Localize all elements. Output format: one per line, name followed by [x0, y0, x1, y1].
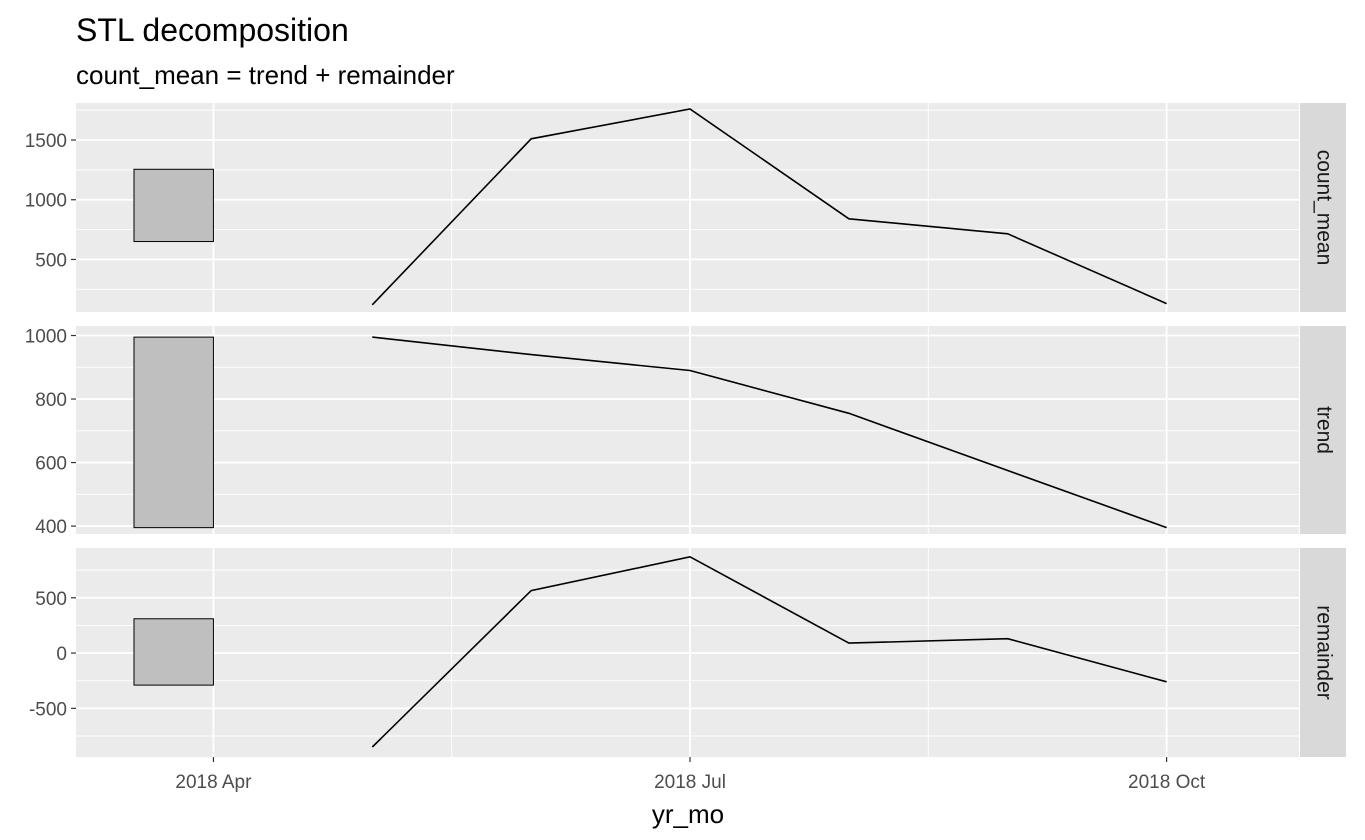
range-bar	[133, 618, 214, 686]
series-line-trend	[372, 336, 1167, 529]
x-tick-label: 2018 Apr	[175, 772, 252, 793]
facet-strip	[1300, 103, 1346, 312]
y-tick-label: 600	[35, 454, 67, 475]
facet-strip-label: count_mean	[1312, 150, 1335, 266]
panel-background	[76, 326, 1299, 534]
series-line-remainder	[371, 555, 1167, 748]
chart-title: STL decomposition	[76, 12, 349, 48]
y-tick-label: -500	[29, 699, 67, 720]
y-tick-label: 1000	[25, 327, 67, 348]
y-tick-label: 1000	[25, 191, 67, 212]
x-tick-label: 2018 Oct	[1128, 772, 1206, 793]
panel-remainder: -500 0 500 remainder	[29, 548, 1346, 757]
facet-strip-label: remainder	[1312, 605, 1335, 700]
facet-panels: 500 1000 1500 count_mean 400 600 800 1000 trend -…	[25, 103, 1346, 757]
x-axis: 2018 Apr 2018 Jul 2018 Oct	[175, 757, 1206, 793]
facet-strip	[1300, 548, 1346, 757]
y-tick-label: 500	[35, 250, 67, 271]
y-tick-label: 1500	[25, 131, 67, 152]
y-tick-label: 500	[35, 589, 67, 610]
y-tick-label: 0	[56, 644, 67, 665]
range-bar	[133, 168, 214, 243]
x-tick-label: 2018 Jul	[654, 772, 726, 793]
range-bar	[133, 336, 214, 529]
facet-strip	[1300, 326, 1346, 534]
panel-background	[76, 103, 1299, 312]
facet-strip-label: trend	[1312, 406, 1335, 454]
panel-count-mean: 500 1000 1500 count_mean	[25, 103, 1346, 312]
y-tick-label: 400	[35, 517, 67, 538]
y-tick-label: 800	[35, 390, 67, 411]
x-axis-title: yr_mo	[652, 799, 724, 829]
panel-trend: 400 600 800 1000 trend	[25, 326, 1346, 538]
chart-subtitle: count_mean = trend + remainder	[76, 60, 455, 90]
series-line-count-mean	[371, 108, 1167, 306]
